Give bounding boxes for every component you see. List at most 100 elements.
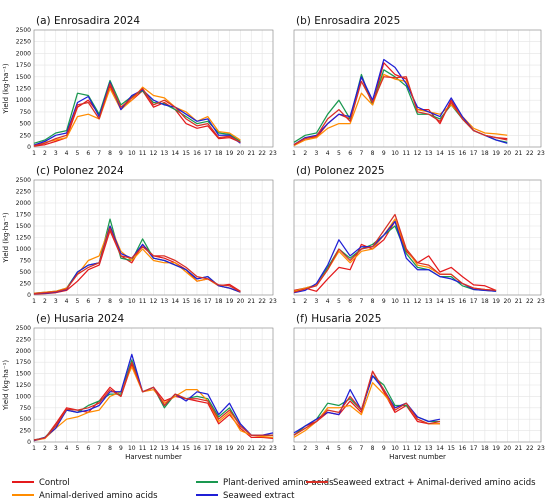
x-tick-label: 17 xyxy=(204,445,212,452)
x-tick-label: 10 xyxy=(391,298,399,305)
panel-title: (a) Enrosadira 2024 xyxy=(36,15,140,27)
y-tick-label: 2250 xyxy=(16,336,31,343)
series-line-plant-derived-amino-acids xyxy=(293,225,497,292)
x-tick-label: 16 xyxy=(193,298,201,305)
series-line-seaweed-extract-animal-derived-amino-acids xyxy=(33,361,273,441)
y-tick-label: 750 xyxy=(20,405,32,412)
x-tick-label: 21 xyxy=(247,298,255,305)
x-tick-label: 22 xyxy=(258,298,266,305)
y-tick-label: 1750 xyxy=(16,62,31,69)
x-tick-label: 7 xyxy=(359,298,363,305)
x-tick-label: 20 xyxy=(237,298,245,305)
panel-d-polonez-2025: 1 2 3 4 5 6 7 8 9 10 11 12 13 14 15 16 17 18 19 20 21 22 23(d)… xyxy=(292,165,545,305)
x-tick-label: 8 xyxy=(371,298,375,305)
y-tick-label: 750 xyxy=(20,258,32,265)
x-tick-label: 19 xyxy=(492,445,500,452)
y-tick-label: 2500 xyxy=(16,177,31,184)
y-axis-label: Yield (kg·ha⁻¹) xyxy=(2,212,10,264)
x-tick-label: 18 xyxy=(481,150,489,157)
x-tick-label: 2 xyxy=(303,150,307,157)
x-tick-label: 14 xyxy=(171,298,179,305)
x-tick-label: 14 xyxy=(171,150,179,157)
y-tick-label: 250 xyxy=(20,281,32,288)
legend-label: Control xyxy=(39,478,70,488)
y-tick-label: 1000 xyxy=(16,393,31,400)
x-tick-label: 4 xyxy=(65,445,69,452)
x-tick-label: 9 xyxy=(119,445,123,452)
y-tick-label: 500 xyxy=(20,416,32,423)
x-tick-label: 3 xyxy=(315,150,319,157)
x-tick-label: 23 xyxy=(269,445,277,452)
legend-item-plant-derived-amino-acids: Plant-derived amino acids xyxy=(196,478,334,488)
legend-item-control: Control xyxy=(12,478,70,488)
x-tick-label: 4 xyxy=(65,298,69,305)
legend: Control Plant-derived amino acids Seaweed … xyxy=(12,478,536,501)
series-line-animal-derived-amino-acids xyxy=(293,73,508,147)
y-tick-label: 1250 xyxy=(16,86,31,93)
plot-frame xyxy=(33,179,274,296)
x-tick-label: 23 xyxy=(537,445,545,452)
y-tick-label: 500 xyxy=(20,269,32,276)
x-tick-label: 4 xyxy=(326,150,330,157)
y-tick-label: 0 xyxy=(27,144,31,151)
y-tick-label: 1500 xyxy=(16,74,31,81)
x-tick-label: 15 xyxy=(447,445,455,452)
x-tick-label: 3 xyxy=(315,298,319,305)
x-tick-label: 5 xyxy=(76,150,80,157)
x-tick-label: 12 xyxy=(414,150,422,157)
series-line-animal-derived-amino-acids xyxy=(33,366,274,442)
panel-title: (c) Polonez 2024 xyxy=(36,165,124,177)
x-tick-label: 11 xyxy=(402,298,410,305)
x-tick-label: 19 xyxy=(226,445,234,452)
x-tick-label: 13 xyxy=(161,445,169,452)
x-tick-label: 12 xyxy=(150,445,158,452)
x-tick-label: 12 xyxy=(150,150,158,157)
x-tick-label: 6 xyxy=(348,445,352,452)
x-tick-label: 8 xyxy=(108,445,112,452)
x-axis-label: Harvest number xyxy=(389,453,446,461)
x-tick-label: 5 xyxy=(337,445,341,452)
x-tick-label: 5 xyxy=(76,445,80,452)
x-tick-label: 23 xyxy=(537,298,545,305)
x-axis-label: Harvest number xyxy=(125,453,182,461)
plot-frame xyxy=(33,29,274,148)
x-tick-label: 13 xyxy=(425,298,433,305)
x-tick-label: 18 xyxy=(481,445,489,452)
panel-title: (b) Enrosadira 2025 xyxy=(296,15,400,27)
x-tick-label: 11 xyxy=(139,150,147,157)
x-tick-label: 13 xyxy=(425,150,433,157)
x-tick-label: 12 xyxy=(150,298,158,305)
x-tick-label: 11 xyxy=(139,298,147,305)
x-tick-label: 17 xyxy=(470,150,478,157)
series-line-seaweed-extract-animal-derived-amino-acids xyxy=(33,227,241,295)
y-axis-label: Yield (kg·ha⁻¹) xyxy=(2,63,10,115)
legend-label: Animal-derived amino acids xyxy=(39,491,158,501)
x-tick-label: 22 xyxy=(526,150,534,157)
x-tick-label: 10 xyxy=(391,150,399,157)
x-tick-label: 13 xyxy=(161,298,169,305)
y-tick-label: 1750 xyxy=(16,359,31,366)
x-tick-label: 10 xyxy=(391,445,399,452)
x-tick-label: 3 xyxy=(315,445,319,452)
plot-frame xyxy=(293,179,542,296)
x-tick-label: 15 xyxy=(447,298,455,305)
y-tick-label: 1750 xyxy=(16,212,31,219)
y-tick-label: 500 xyxy=(20,121,32,128)
x-tick-label: 14 xyxy=(436,298,444,305)
plot-frame xyxy=(293,327,542,443)
x-tick-label: 9 xyxy=(382,298,386,305)
legend-item-animal-derived-amino-acids: Animal-derived amino acids xyxy=(12,491,158,501)
y-tick-label: 1000 xyxy=(16,97,31,104)
x-tick-label: 2 xyxy=(43,150,47,157)
x-tick-label: 9 xyxy=(119,298,123,305)
y-tick-label: 2250 xyxy=(16,189,31,196)
x-tick-label: 3 xyxy=(54,445,58,452)
x-tick-label: 18 xyxy=(215,298,223,305)
y-tick-label: 2250 xyxy=(16,39,31,46)
series-line-control xyxy=(33,85,241,147)
x-tick-label: 16 xyxy=(193,445,201,452)
x-tick-label: 14 xyxy=(436,150,444,157)
x-tick-label: 5 xyxy=(76,298,80,305)
y-tick-label: 1250 xyxy=(16,382,31,389)
